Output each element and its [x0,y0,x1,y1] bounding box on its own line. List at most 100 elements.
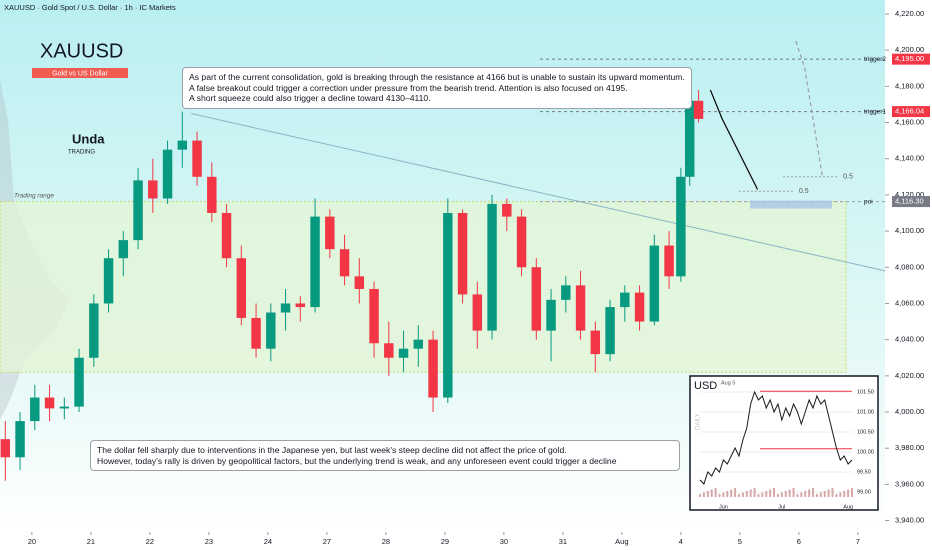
candle-body [369,288,379,344]
y-tick-label: 4,200.00 [895,45,924,54]
candle-body [487,203,497,331]
y-tick-label: 4,120.00 [895,190,924,199]
inset-volume [800,492,803,497]
candle-body [516,216,527,268]
candle-body [634,292,645,322]
candle-body [89,303,99,358]
inset-volume [765,491,768,497]
inset-volume [753,488,756,497]
candle-body [251,317,261,349]
badge-bg [32,68,128,78]
big-symbol: XAUUSD [40,40,123,62]
candle-body [236,258,247,318]
candle-body [339,249,350,277]
candle-body [310,216,320,308]
candle-body [295,303,306,308]
inset-volume [827,489,830,497]
inset-volume [769,489,772,497]
symbol-line: XAUUSD · Gold Spot / U.S. Dollar · 1h · … [4,3,176,12]
inset-volume [831,488,834,497]
candle-body [398,348,409,358]
inset-volume [749,489,752,497]
note-line: A false breakout could trigger a correct… [189,82,628,93]
y-tick-label: 4,080.00 [895,262,924,271]
candle-body [74,357,84,407]
x-tick-label: 4 [679,537,683,546]
note-bottom: The dollar fell sharply due to intervent… [90,440,680,471]
candle-body [221,212,232,259]
candle-body [266,312,276,349]
inset-volume [737,494,740,497]
candle-body [457,212,468,295]
candle-body [575,285,586,331]
candle-body [428,339,438,398]
inset-volume [757,494,760,497]
level-name: poi [864,198,873,205]
candle-body [605,307,615,355]
price-tag-label: 4,195.00 [895,54,924,63]
price-axis [885,0,932,550]
inset-volume [780,492,783,497]
x-tick-label: 6 [797,537,801,546]
inset-volume [714,488,717,497]
inset-volume [761,492,764,497]
y-tick-label: 4,040.00 [895,335,924,344]
candle-body [693,100,704,119]
y-tick-label: 4,180.00 [895,81,924,90]
projection [709,89,759,190]
x-tick-label: 30 [500,537,508,546]
inset-box [689,375,879,511]
candle-body [684,100,695,177]
x-tick-label: Jul [778,504,785,510]
x-tick-label: 21 [87,537,95,546]
x-tick-label: 31 [559,537,567,546]
candle-body [118,240,129,259]
x-tick-label: Aug [615,537,628,546]
candle-body [676,176,686,277]
y-tick-label: 4,060.00 [895,298,924,307]
inset-volume [788,489,791,497]
candle-body [280,303,291,313]
note-line: A short squeeze could also trigger a dec… [189,93,431,103]
x-tick-label: 28 [382,537,390,546]
x-tick-label: 22 [146,537,154,546]
x-tick-label: Aug [843,504,853,510]
y-tick-label: 4,020.00 [895,371,924,380]
y-tick-label: 3,980.00 [895,443,924,452]
y-tick-label: 100.50 [857,429,874,435]
inset-volume [718,494,721,497]
inset-volume [730,489,733,497]
note-top: As part of the current consolidation, go… [182,67,692,109]
y-tick-label: 4,220.00 [895,9,924,18]
candle-body [207,176,217,213]
inset-volume [776,494,779,497]
inset-volume [722,492,725,497]
trendline [191,112,886,272]
price-tag [892,196,930,208]
y-tick-label: 4,140.00 [895,154,924,163]
candle-body [30,397,40,422]
y-tick-label: 4,160.00 [895,117,924,126]
inset-volume [851,488,853,497]
candle-body [0,439,11,458]
zone-label: Trading range [14,192,54,199]
note-line: As part of the current consolidation, go… [189,72,685,82]
note-line: The dollar fell sharply due to intervent… [97,445,567,455]
x-tick-label: 27 [323,537,331,546]
inset-volume [804,491,807,497]
candle-body [620,292,630,308]
y-tick-label: 3,940.00 [895,516,924,525]
candle-body [354,276,365,289]
fib-label: 0.5 [843,174,853,181]
y-tick-label: 100.00 [857,449,874,455]
inset-volume [808,489,811,497]
x-tick-label: Jun [719,504,728,510]
y-tick-label: 101.50 [857,389,874,395]
inset-volume [699,494,701,497]
inset-volume [773,488,776,497]
projection [795,40,824,177]
candle-body [664,245,674,277]
inset-line [699,390,853,485]
x-tick-label: 7 [856,537,860,546]
candle-body [192,140,202,177]
